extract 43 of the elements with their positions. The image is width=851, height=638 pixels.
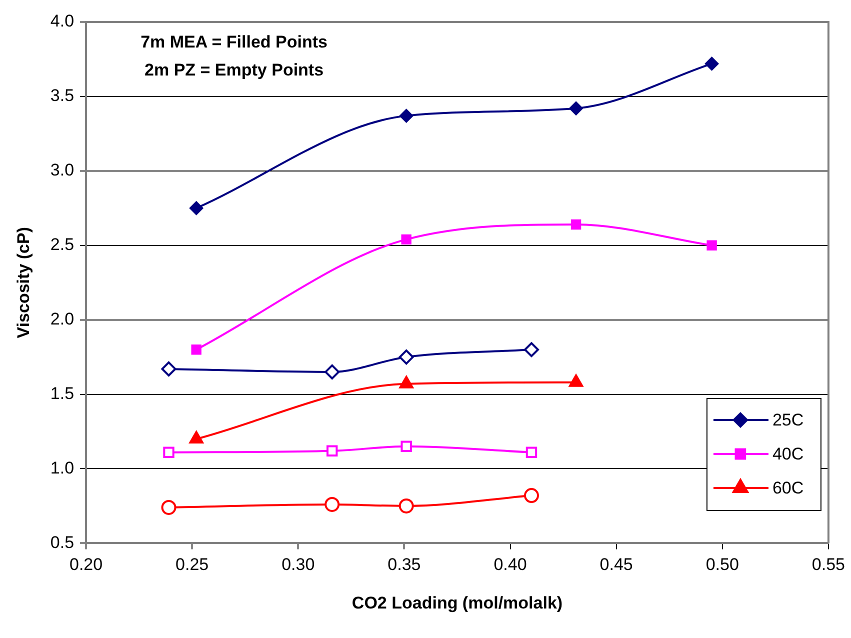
point xyxy=(189,201,204,216)
point xyxy=(569,101,584,116)
x-tick-label: 0.20 xyxy=(69,555,103,574)
point xyxy=(324,496,340,512)
point xyxy=(326,445,338,456)
point xyxy=(163,446,174,458)
y-tick-label: 0.5 xyxy=(50,532,74,552)
x-tick-label: 0.45 xyxy=(600,555,633,574)
legend-label: 60C xyxy=(772,478,804,498)
point xyxy=(399,108,414,123)
annotation: 7m MEA = Filled Points xyxy=(140,32,328,52)
x-axis-title: CO2 Loading (mol/molalk) xyxy=(352,593,563,612)
point xyxy=(161,500,176,515)
x-tick-label: 0.35 xyxy=(388,555,421,574)
point xyxy=(161,361,176,376)
point xyxy=(526,446,538,458)
point xyxy=(706,240,717,250)
y-tick-label: 1.5 xyxy=(50,384,74,403)
point xyxy=(398,350,414,365)
y-tick-label: 2.0 xyxy=(50,310,74,329)
point xyxy=(401,234,412,245)
y-tick-label: 1.0 xyxy=(50,458,74,478)
point xyxy=(570,219,582,230)
legend-label: 40C xyxy=(772,444,804,464)
x-tick-label: 0.50 xyxy=(706,555,739,574)
x-tick-label: 0.55 xyxy=(812,555,846,574)
point xyxy=(524,488,539,504)
point xyxy=(398,498,414,514)
x-tick-label: 0.40 xyxy=(494,555,527,574)
y-tick-label: 4.0 xyxy=(50,12,74,31)
point xyxy=(191,344,202,355)
x-tick-label: 0.25 xyxy=(176,555,209,574)
y-tick-label: 3.5 xyxy=(50,86,74,106)
annotation: 2m PZ = Empty Points xyxy=(144,60,324,80)
legend-label: 25C xyxy=(772,410,804,430)
y-tick-label: 3.0 xyxy=(50,160,74,180)
point xyxy=(524,342,539,358)
point xyxy=(704,56,719,71)
y-tick-label: 2.5 xyxy=(50,235,74,254)
y-axis-title: Viscosity (cP) xyxy=(14,227,33,338)
point xyxy=(400,440,412,452)
point xyxy=(324,364,340,380)
x-tick-label: 0.30 xyxy=(282,555,315,574)
